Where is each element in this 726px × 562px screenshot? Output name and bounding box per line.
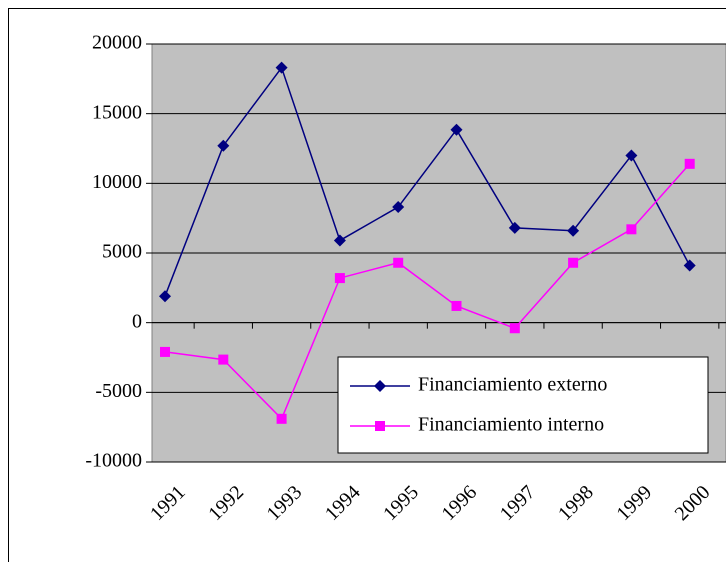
point-marker bbox=[276, 413, 287, 424]
point-marker bbox=[568, 257, 579, 268]
point-marker bbox=[567, 224, 580, 237]
point-marker bbox=[451, 300, 462, 311]
y-tick-label: 10000 bbox=[92, 171, 142, 193]
point-marker bbox=[625, 149, 638, 162]
y-tick-label: 5000 bbox=[102, 241, 142, 263]
point-marker bbox=[160, 346, 170, 357]
point-marker bbox=[275, 61, 288, 74]
y-tick-label: -10000 bbox=[85, 450, 142, 472]
point-marker bbox=[392, 201, 405, 214]
series-line bbox=[164, 66, 691, 297]
y-tick-label: 20000 bbox=[92, 32, 142, 54]
point-marker bbox=[626, 224, 637, 235]
legend-marker bbox=[374, 380, 386, 392]
series-line bbox=[164, 163, 691, 421]
point-marker bbox=[509, 323, 520, 334]
legend-label: Financiamiento interno bbox=[418, 414, 604, 436]
legend-box bbox=[337, 356, 709, 454]
y-tick-label: 15000 bbox=[92, 101, 142, 123]
point-marker bbox=[159, 290, 171, 303]
point-marker bbox=[683, 259, 696, 272]
legend-label: Financiamiento externo bbox=[418, 374, 607, 396]
legend-marker bbox=[375, 421, 385, 431]
point-marker bbox=[450, 123, 463, 136]
point-marker bbox=[684, 158, 695, 169]
y-tick-label: 0 bbox=[132, 310, 142, 332]
point-marker bbox=[333, 234, 346, 247]
point-marker bbox=[334, 273, 345, 284]
point-marker bbox=[508, 221, 521, 234]
point-marker bbox=[217, 139, 230, 152]
point-marker bbox=[218, 354, 229, 365]
y-tick-label: -5000 bbox=[95, 380, 142, 402]
point-marker bbox=[393, 257, 404, 268]
